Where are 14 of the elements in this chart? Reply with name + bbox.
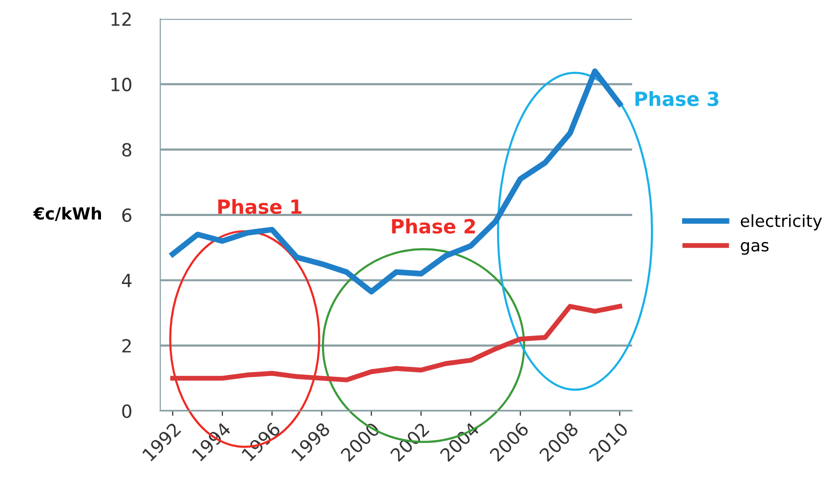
y-tick-label: 10 — [112, 78, 132, 92]
y-tick-label: 4 — [122, 274, 132, 288]
annotation: Phase 2 — [392, 218, 475, 234]
legend-label: gas — [740, 242, 769, 255]
y-tick-label: 6 — [122, 208, 132, 222]
y-tick-label: 8 — [122, 143, 132, 157]
text: Phase 3 — [635, 91, 718, 106]
y-tick-label: 0 — [122, 404, 132, 418]
annotation: Phase 1 — [218, 198, 302, 214]
line-series — [170, 304, 622, 382]
y-axis-title: €c/kWh — [33, 206, 102, 222]
legend-label: electricity — [740, 214, 822, 230]
y-tick-label: 2 — [122, 339, 131, 352]
y-tick-label: 12 — [112, 12, 131, 26]
